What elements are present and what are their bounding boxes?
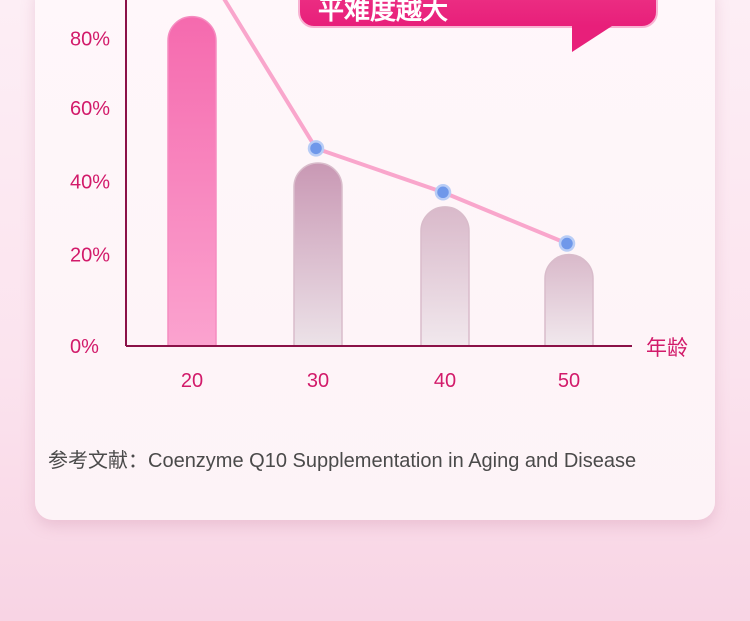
y-tick-label: 20% [70,245,110,267]
x-axis-label: 年龄 [646,336,688,360]
bar-20 [167,15,217,347]
chart-card [35,0,715,520]
bars-group [167,15,594,347]
bar-30 [293,162,343,347]
trend-marker-30 [307,140,325,157]
y-tick-label: 0% [70,336,99,358]
y-tick-label: 60% [70,98,110,120]
trend-line-group [222,0,576,252]
bar-50 [544,253,594,347]
trend-marker-50 [558,235,576,252]
x-tick-label: 20 [181,370,203,392]
axes-group [125,0,632,347]
x-tick-label: 40 [434,370,456,392]
callout-bubble: 平难度越大 [298,0,658,28]
callout-text: 平难度越大 [318,0,449,25]
y-tick-label: 40% [70,171,110,193]
y-tick-label: 80% [70,29,110,51]
callout-tail [572,26,612,52]
reference-citation: 参考文献：Coenzyme Q10 Supplementation in Agi… [48,450,637,472]
trend-marker-40 [434,184,452,201]
x-tick-label: 30 [307,370,329,392]
x-tick-label: 50 [558,370,580,392]
trend-line [222,0,568,246]
labels-group: 0% 20% 40% 60% 80% 20 30 40 50 年龄 [70,29,688,392]
bar-40 [420,206,470,347]
